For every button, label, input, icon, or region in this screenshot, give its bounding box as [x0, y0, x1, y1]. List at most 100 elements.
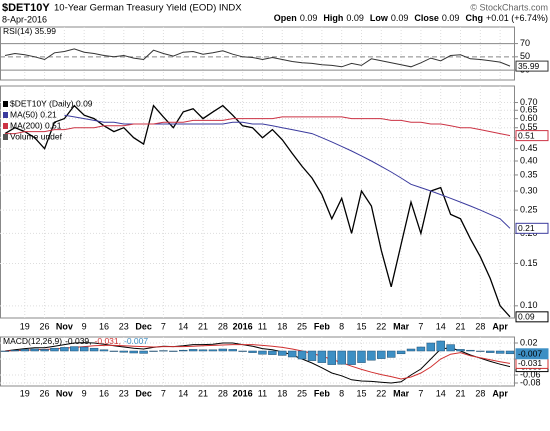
x-tick-label: 23 — [119, 321, 129, 331]
histogram-bar — [119, 350, 129, 353]
x-tick-label: 21 — [456, 321, 466, 331]
quote-label: Close — [414, 13, 439, 23]
histogram-bar — [327, 350, 336, 365]
legend-swatch — [3, 112, 8, 118]
histogram-bar — [139, 350, 148, 354]
x-tick-label: 16 — [99, 388, 109, 398]
x-tick-label: 15 — [356, 321, 366, 331]
x-tick-label: 2016 — [233, 388, 253, 398]
histogram-bar — [188, 349, 198, 352]
end-value-box — [515, 311, 549, 323]
histogram-bar — [169, 350, 178, 352]
histogram-bar — [446, 344, 455, 352]
histogram-bar — [248, 350, 257, 353]
x-tick-label: 21 — [456, 388, 466, 398]
x-tick-label: Dec — [135, 388, 152, 398]
histogram-bar — [386, 350, 396, 358]
x-tick-label: 7 — [418, 321, 423, 331]
histogram-bar — [377, 350, 386, 359]
x-tick-label: 28 — [218, 388, 228, 398]
histogram-bar — [159, 350, 168, 352]
symbol: $DET10Y — [2, 2, 50, 14]
quote-value: +0.01 (+6.74%) — [486, 13, 548, 23]
y-tick-label: 0.65 — [520, 105, 538, 115]
x-tick-label: 11 — [258, 321, 267, 331]
end-value-label: 35.99 — [518, 61, 540, 71]
y-tick-label: 0.30 — [520, 185, 538, 195]
histogram-bar — [208, 349, 218, 352]
x-tick-label: 19 — [20, 321, 30, 331]
histogram-bar — [218, 348, 228, 352]
histogram-bar — [456, 349, 465, 352]
series-line — [4, 104, 511, 318]
legend-entry: Volume undef — [10, 131, 63, 141]
end-value-box — [515, 348, 549, 360]
series-line — [4, 342, 511, 384]
x-tick-label: Feb — [314, 388, 331, 398]
legend-entry: MA(50) 0.21 — [10, 109, 57, 119]
instrument-name: 10-Year German Treasury Yield (EOD) INDX — [54, 3, 242, 14]
x-tick-label: Nov — [56, 321, 73, 331]
legend-swatch — [3, 123, 8, 129]
x-tick-label: Feb — [314, 321, 331, 331]
histogram-bar — [268, 350, 277, 355]
panel-frame — [0, 85, 515, 319]
histogram-bar — [60, 347, 69, 352]
histogram-bar — [367, 350, 376, 361]
x-tick-label: 8 — [339, 388, 344, 398]
legend-entry: MACD(12,26,9) — [3, 336, 62, 346]
end-value-label: -0.031 — [518, 358, 542, 368]
x-tick-label: 15 — [356, 388, 366, 398]
histogram-bar — [198, 349, 208, 352]
histogram-bar — [109, 350, 119, 352]
histogram-bar — [416, 346, 426, 352]
histogram-bar — [79, 346, 89, 352]
legend-entry: MA(200) 0.51 — [10, 120, 62, 130]
histogram-bar — [426, 342, 436, 352]
y-tick-label: 50 — [520, 51, 530, 61]
histogram-bar — [466, 349, 475, 352]
y-tick-label: 0.60 — [520, 113, 538, 123]
end-value-label: -0.007 — [518, 349, 542, 359]
x-tick-label: 22 — [376, 388, 386, 398]
end-value-box — [515, 130, 549, 142]
quote-label: Chg — [465, 13, 483, 23]
x-tick-label: 26 — [40, 321, 50, 331]
histogram-bar — [486, 350, 495, 353]
histogram-bar — [278, 350, 287, 356]
x-tick-label: 14 — [436, 388, 446, 398]
quote-value: 0.09 — [300, 13, 318, 23]
y-tick-label: 0.25 — [520, 204, 538, 214]
x-tick-label: 25 — [297, 321, 307, 331]
histogram-bar — [307, 350, 317, 361]
histogram-bar — [287, 350, 297, 358]
end-value-label: 0.21 — [518, 223, 535, 233]
histogram-bar — [30, 348, 39, 352]
x-tick-label: Mar — [393, 388, 410, 398]
y-tick-label: -0.08 — [520, 377, 541, 387]
quote-line: Open 0.09 High 0.09 Low 0.09 Close 0.09 Chg +0.01… — [274, 13, 548, 23]
histogram-bar — [99, 349, 109, 352]
histogram-bar — [0, 350, 10, 352]
x-tick-label: 18 — [277, 321, 287, 331]
legend: MACD(12,26,9) -0.039, -0.031, -0.007 — [3, 336, 148, 346]
y-tick-label: 0.40 — [520, 155, 538, 165]
y-tick-label: 0.55 — [520, 122, 538, 132]
x-tick-label: 2016 — [233, 321, 253, 331]
x-tick-label: 28 — [475, 388, 485, 398]
series-line — [4, 344, 511, 380]
end-value-box — [515, 60, 549, 72]
histogram-bar — [317, 350, 327, 363]
x-tick-label: 14 — [436, 321, 446, 331]
end-value-label: 0.09 — [518, 312, 535, 322]
date: 8-Apr-2016 — [2, 14, 47, 24]
histogram-bar — [505, 350, 515, 355]
y-tick-label: 70 — [520, 38, 530, 48]
x-tick-label: 7 — [161, 388, 166, 398]
y-tick-label: 0.45 — [520, 143, 538, 153]
histogram-bar — [436, 340, 445, 352]
end-value-label: 0.51 — [518, 130, 535, 140]
histogram-bar — [406, 348, 416, 352]
y-tick-label: 0.35 — [520, 169, 538, 179]
series-line — [5, 116, 511, 137]
